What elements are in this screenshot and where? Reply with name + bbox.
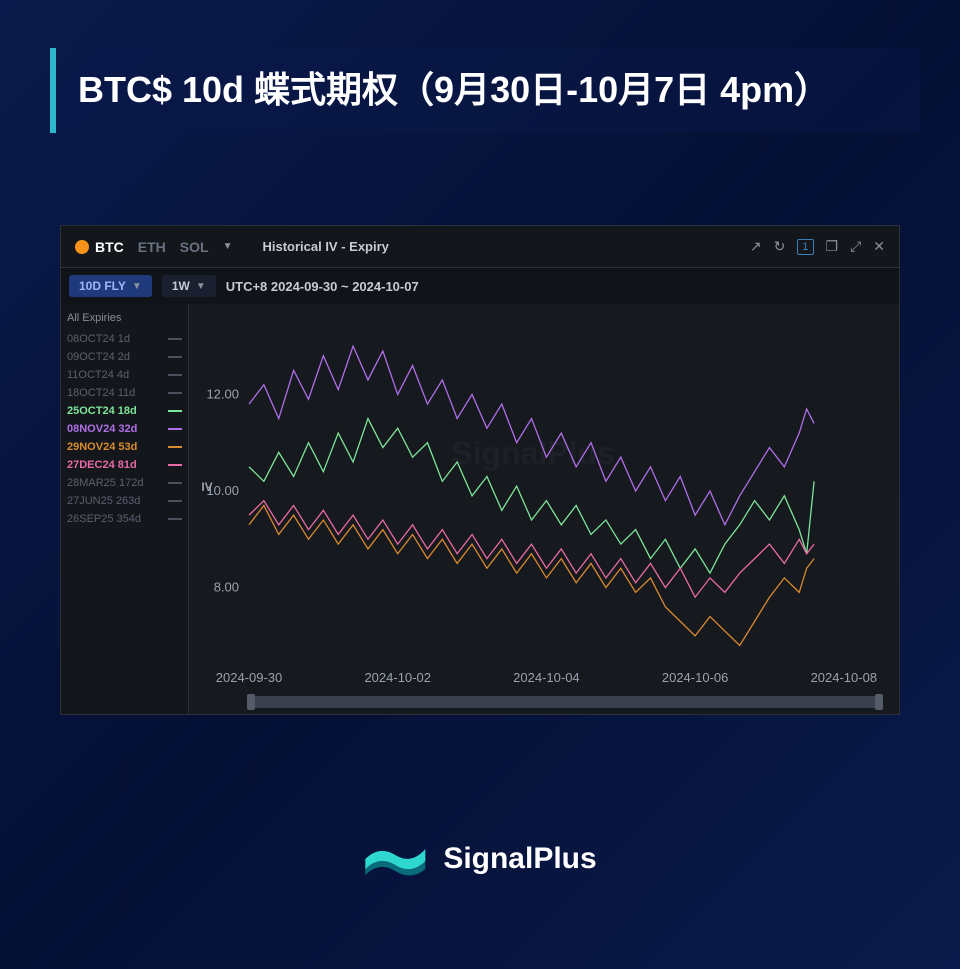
chevron-down-icon: ▼ — [196, 281, 206, 292]
legend-item[interactable]: 11OCT24 4d — [67, 366, 182, 384]
range-select[interactable]: 1W ▼ — [162, 275, 216, 297]
legend-dash-icon — [168, 428, 182, 430]
legend-item[interactable]: 27JUN25 263d — [67, 492, 182, 510]
legend-dash-icon — [168, 374, 182, 376]
x-tick-label: 2024-10-08 — [811, 670, 878, 685]
y-tick-label: 8.00 — [214, 580, 239, 595]
y-axis-label: IV — [201, 480, 212, 494]
legend-dash-icon — [168, 338, 182, 340]
range-value: 1W — [172, 279, 190, 293]
page-title: BTC$ 10d 蝶式期权（9月30日-10月7日 4pm） — [78, 66, 898, 115]
scroll-handle-left[interactable] — [247, 694, 255, 710]
legend-item[interactable]: 09OCT24 2d — [67, 348, 182, 366]
chart-area: SignalPlus8.0010.0012.00IV2024-09-302024… — [189, 304, 899, 714]
legend-dash-icon — [168, 410, 182, 412]
legend-item-label: 26SEP25 354d — [67, 513, 141, 525]
x-tick-label: 2024-10-02 — [364, 670, 431, 685]
panel-content: All Expiries 08OCT24 1d 09OCT24 2d 11OCT24… — [61, 304, 899, 714]
legend-item[interactable]: 29NOV24 53d — [67, 438, 182, 456]
brand-logo-icon — [363, 839, 427, 879]
legend-item-label: 18OCT24 11d — [67, 387, 135, 399]
metric-select[interactable]: 10D FLY ▼ — [69, 275, 152, 297]
expand-icon[interactable]: ⤢ — [850, 238, 861, 255]
range-label: UTC+8 2024-09-30 ~ 2024-10-07 — [226, 279, 419, 294]
chevron-down-icon: ▼ — [132, 281, 142, 292]
legend-item[interactable]: 25OCT24 18d — [67, 402, 182, 420]
x-tick-label: 2024-10-04 — [513, 670, 580, 685]
legend-header: All Expiries — [67, 312, 182, 324]
coin-label: BTC — [95, 239, 124, 255]
scroll-handle-right[interactable] — [875, 694, 883, 710]
btc-icon — [75, 240, 89, 254]
legend-dash-icon — [168, 464, 182, 466]
close-icon[interactable]: ✕ — [873, 238, 885, 255]
brand-footer: SignalPlus — [363, 839, 596, 879]
iv-panel: BTC ETH SOL ▼ Historical IV - Expiry ↗ ↻… — [60, 225, 900, 715]
watermark: SignalPlus — [451, 435, 615, 471]
legend-item[interactable]: 28MAR25 172d — [67, 474, 182, 492]
legend-item-label: 08OCT24 1d — [67, 333, 130, 345]
refresh-icon[interactable]: ↻ — [774, 238, 786, 255]
legend-item-label: 27JUN25 263d — [67, 495, 140, 507]
legend-dash-icon — [168, 518, 182, 520]
legend-item-label: 29NOV24 53d — [67, 441, 137, 453]
legend-item-label: 25OCT24 18d — [67, 405, 137, 417]
legend-item[interactable]: 26SEP25 354d — [67, 510, 182, 528]
legend-item[interactable]: 08NOV24 32d — [67, 420, 182, 438]
legend-column: All Expiries 08OCT24 1d 09OCT24 2d 11OCT24… — [61, 304, 189, 714]
coin-dropdown-icon[interactable]: ▼ — [223, 241, 233, 252]
brand-name: SignalPlus — [443, 842, 596, 876]
legend-item-label: 11OCT24 4d — [67, 369, 129, 381]
scroll-thumb[interactable] — [249, 696, 881, 708]
legend-item-label: 08NOV24 32d — [67, 423, 137, 435]
y-tick-label: 12.00 — [206, 386, 239, 401]
legend-dash-icon — [168, 500, 182, 502]
metric-label: 10D FLY — [79, 279, 126, 293]
coin-tab-eth[interactable]: ETH — [138, 239, 166, 255]
legend-dash-icon — [168, 356, 182, 358]
legend-item-label: 09OCT24 2d — [67, 351, 130, 363]
legend-item-label: 28MAR25 172d — [67, 477, 143, 489]
legend-list: 08OCT24 1d 09OCT24 2d 11OCT24 4d 18OCT24 11… — [67, 330, 182, 528]
legend-item[interactable]: 18OCT24 11d — [67, 384, 182, 402]
copy-icon[interactable]: ❐ — [826, 238, 839, 255]
time-scrollbar[interactable] — [249, 696, 881, 708]
x-tick-label: 2024-09-30 — [216, 670, 283, 685]
coin-tab-btc[interactable]: BTC — [75, 239, 124, 255]
count-box[interactable]: 1 — [797, 239, 813, 255]
legend-dash-icon — [168, 392, 182, 394]
title-block: BTC$ 10d 蝶式期权（9月30日-10月7日 4pm） — [50, 48, 920, 133]
filter-row: 10D FLY ▼ 1W ▼ UTC+8 2024-09-30 ~ 2024-1… — [61, 268, 899, 304]
popout-icon[interactable]: ↗ — [750, 238, 762, 255]
x-tick-label: 2024-10-06 — [662, 670, 729, 685]
legend-dash-icon — [168, 446, 182, 448]
panel-header: BTC ETH SOL ▼ Historical IV - Expiry ↗ ↻… — [61, 226, 899, 268]
coin-tab-sol[interactable]: SOL — [180, 239, 209, 255]
legend-item-label: 27DEC24 81d — [67, 459, 137, 471]
coin-tabs: BTC ETH SOL ▼ Historical IV - Expiry — [75, 239, 389, 255]
panel-title: Historical IV - Expiry — [262, 239, 388, 254]
legend-item[interactable]: 27DEC24 81d — [67, 456, 182, 474]
legend-item[interactable]: 08OCT24 1d — [67, 330, 182, 348]
legend-dash-icon — [168, 482, 182, 484]
panel-toolbar: ↗ ↻ 1 ❐ ⤢ ✕ — [750, 238, 885, 255]
iv-chart: SignalPlus8.0010.0012.00IV2024-09-302024… — [189, 304, 899, 714]
